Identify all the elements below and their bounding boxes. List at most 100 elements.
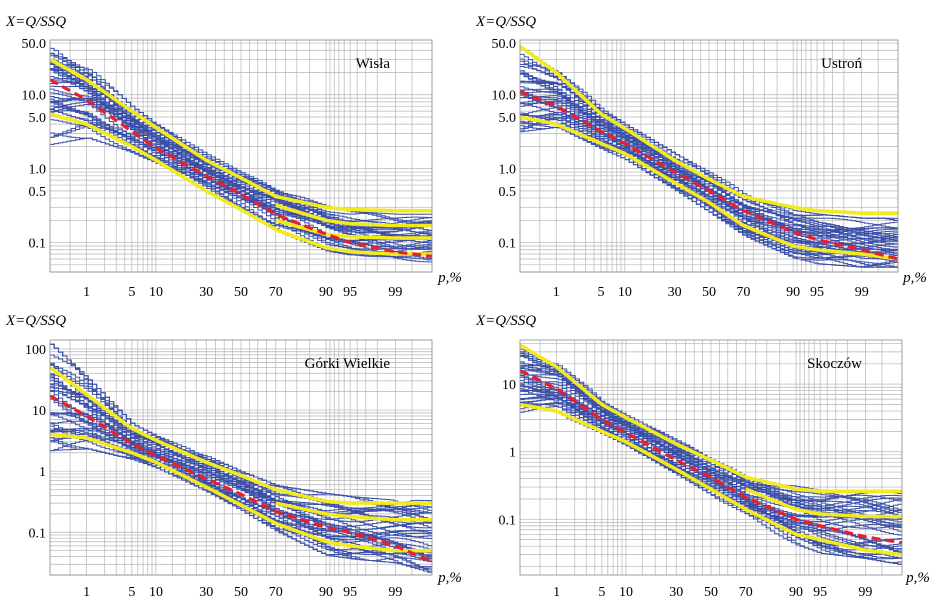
x-tick-label: 99 [855, 285, 869, 300]
envelope-line [275, 218, 432, 240]
x-tick-label: 1 [83, 585, 90, 600]
x-tick-label: 10 [149, 585, 163, 600]
x-tick-label: 95 [810, 285, 824, 300]
y-tick-label: 0.1 [29, 237, 47, 252]
station-title: Skoczów [807, 356, 862, 372]
y-tick-label: 10.0 [22, 89, 47, 104]
x-tick-label: 5 [598, 585, 605, 600]
plot-frame [49, 39, 433, 273]
x-tick-label: 90 [789, 585, 803, 600]
annual-curve [50, 383, 432, 538]
envelope-line [50, 112, 432, 256]
x-axis-label: p,% [902, 270, 927, 286]
y-tick-label: 1.0 [499, 163, 517, 178]
y-tick-label: 0.1 [499, 513, 517, 528]
x-tick-label: 99 [858, 585, 872, 600]
median-line [50, 78, 432, 258]
x-tick-label: 30 [669, 585, 683, 600]
chart-panel-3: 100 10 1 0.1 1 5 10 30 50 70 90 95 99 X=Q/SSQ p,% Górki… [5, 313, 462, 600]
x-tick-label: 1 [83, 285, 90, 300]
x-tick-label: 30 [199, 585, 213, 600]
annual-curve [50, 448, 432, 574]
x-tick-label: 95 [343, 285, 357, 300]
x-tick-label: 1 [553, 285, 560, 300]
y-tick-label: 5.0 [29, 111, 47, 126]
annual-curve [50, 78, 432, 238]
annual-curve [50, 364, 432, 512]
median-line [520, 368, 902, 545]
x-axis-label: p,% [905, 570, 930, 586]
x-axis-label: p,% [437, 570, 462, 586]
x-tick-label: 70 [736, 285, 750, 300]
x-axis-label: p,% [437, 270, 462, 286]
chart-panel-1: 50.0 10.0 5.0 1.0 0.5 0.1 1 5 10 30 50 70 90 95 99 X=Q/… [5, 14, 462, 300]
envelope-line [745, 487, 902, 519]
median-line [520, 90, 898, 261]
x-tick-label: 99 [388, 285, 402, 300]
envelope-line [275, 203, 432, 228]
x-tick-label: 90 [786, 285, 800, 300]
chart-panel-2: 50.0 10.0 5.0 1.0 0.5 0.1 1 5 10 30 50 70 90 95 99 X=Q/… [475, 14, 927, 300]
x-tick-label: 10 [618, 285, 632, 300]
station-title: Wisła [356, 56, 391, 72]
envelope-line [50, 432, 432, 553]
x-tick-label: 99 [388, 585, 402, 600]
annual-curve [520, 80, 898, 242]
envelope-line [520, 402, 902, 557]
chart-panel-4: 10 1 0.1 1 5 10 30 50 70 90 95 99 X=Q/SSQ p,% Skoczów [475, 313, 930, 600]
x-tick-label: 30 [199, 285, 213, 300]
annual-curve [50, 137, 432, 261]
median-line [50, 394, 432, 564]
annual-curve [520, 95, 898, 248]
annual-curve [50, 395, 432, 529]
x-tick-label: 70 [739, 585, 753, 600]
x-tick-label: 95 [343, 585, 357, 600]
y-tick-label: 0.5 [499, 185, 517, 200]
x-tick-label: 90 [319, 585, 333, 600]
envelope-line [275, 501, 432, 522]
envelope-line [50, 365, 432, 505]
y-tick-label: 0.1 [29, 526, 47, 541]
annual-curve [50, 64, 432, 222]
y-axis-label: X=Q/SSQ [475, 313, 536, 329]
x-tick-label: 50 [702, 285, 716, 300]
y-tick-label: 5.0 [499, 111, 517, 126]
plot-frame [49, 339, 433, 576]
station-title: Ustroń [821, 56, 862, 72]
x-tick-label: 50 [234, 585, 248, 600]
station-title: Górki Wielkie [305, 356, 391, 372]
y-tick-label: 10 [502, 378, 516, 393]
annual-curve [520, 102, 898, 259]
x-tick-label: 5 [128, 285, 135, 300]
y-tick-label: 0.1 [499, 237, 517, 252]
x-tick-label: 90 [319, 285, 333, 300]
x-tick-label: 50 [704, 585, 718, 600]
y-tick-label: 0.5 [29, 185, 47, 200]
x-tick-label: 30 [668, 285, 682, 300]
annual-curve [520, 402, 902, 565]
x-tick-label: 70 [269, 585, 283, 600]
x-tick-label: 50 [234, 285, 248, 300]
envelope-line [50, 57, 432, 213]
y-axis-label: X=Q/SSQ [5, 14, 66, 30]
annual-curve [520, 53, 898, 231]
y-axis-label: X=Q/SSQ [5, 313, 66, 329]
y-tick-label: 1 [39, 465, 46, 480]
y-tick-label: 10.0 [492, 89, 517, 104]
annual-curve [520, 73, 898, 239]
x-tick-label: 10 [149, 285, 163, 300]
x-tick-label: 10 [619, 585, 633, 600]
y-tick-label: 50.0 [492, 37, 517, 52]
x-tick-label: 1 [553, 585, 560, 600]
annual-curve [520, 116, 898, 268]
envelope-line [520, 115, 898, 261]
x-tick-label: 5 [128, 585, 135, 600]
plot-frame [519, 339, 903, 576]
x-tick-label: 70 [269, 285, 283, 300]
y-tick-label: 50.0 [22, 37, 47, 52]
x-tick-label: 5 [597, 285, 604, 300]
y-tick-label: 1 [509, 446, 516, 461]
envelope-line [520, 343, 902, 494]
annual-curve [520, 125, 898, 259]
